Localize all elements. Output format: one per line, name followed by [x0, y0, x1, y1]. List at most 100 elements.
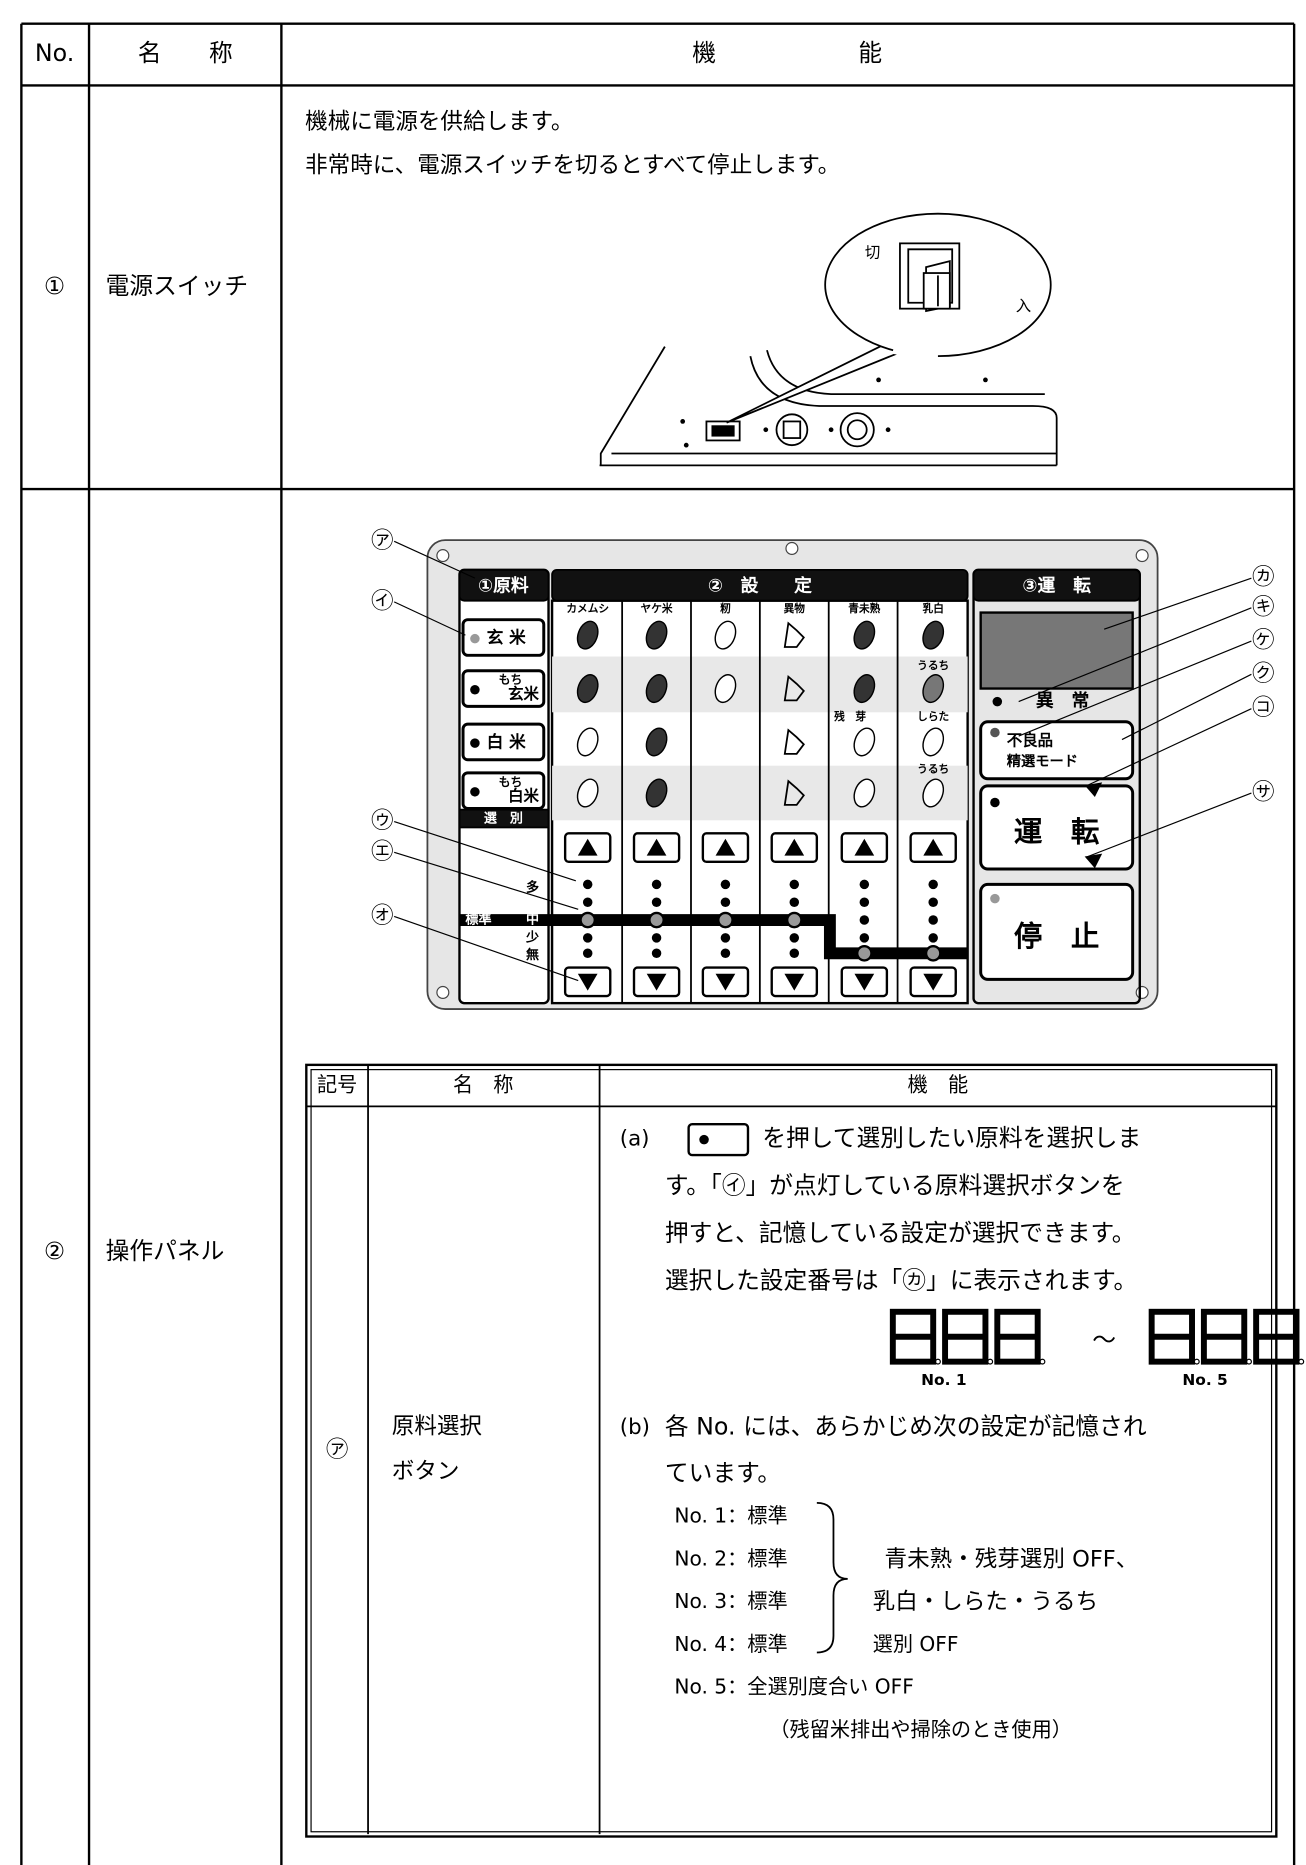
grain [576, 778, 599, 808]
material-button [461, 771, 546, 810]
inner-table [310, 1069, 1273, 1833]
standard-line [459, 914, 968, 960]
outlet [775, 413, 809, 447]
mode-button [979, 720, 1135, 781]
material-label: 玄 米 [487, 627, 526, 647]
level-dot [651, 948, 662, 959]
indicator [699, 1134, 709, 1145]
item-label: (b) [620, 1415, 650, 1440]
level-dot [789, 948, 800, 959]
screw [1135, 549, 1149, 563]
column-label: ヤケ米 [641, 602, 673, 615]
header-cell: 記号 [317, 1073, 357, 1097]
run-button [979, 784, 1135, 871]
level-dot [582, 933, 593, 943]
level-dot [651, 897, 662, 907]
grain [576, 620, 599, 650]
callout: ㋔ [371, 903, 394, 929]
leader-arrow [1084, 782, 1103, 797]
brace [816, 1502, 848, 1654]
screw [1135, 985, 1149, 999]
illustration [749, 355, 1058, 466]
grain [645, 727, 668, 757]
level-dot [928, 879, 938, 890]
grain [853, 620, 876, 650]
indicator [470, 738, 480, 748]
grain [783, 674, 805, 702]
seven-segment [1193, 1358, 1200, 1365]
section-header [972, 568, 1141, 602]
callout: ㋗ [1252, 661, 1275, 687]
dot [983, 377, 988, 383]
header-cell: 機 能 [692, 39, 882, 67]
list-item: No. 5：全選別度合い OFF [674, 1675, 913, 1699]
outlet [846, 419, 868, 441]
level-dot [789, 933, 800, 943]
leader-line [1103, 577, 1252, 630]
screw [436, 985, 450, 999]
level-dot [859, 933, 870, 943]
leader-line [1121, 673, 1252, 741]
illustration [599, 346, 666, 466]
header-cell: 名 称 [138, 39, 233, 67]
material-label: 玄米 [508, 684, 539, 703]
description: 機械に電源を供給します。 [305, 109, 573, 135]
list-item: No. 4：標準 [674, 1632, 787, 1656]
dot [763, 427, 769, 433]
list-item: No. 3：標準 [674, 1589, 787, 1613]
seven-segment [1039, 1358, 1046, 1365]
material-label: 白米 [508, 786, 539, 805]
screw [436, 549, 450, 563]
switch-label: 切 [865, 243, 880, 261]
item-name: ボタン [392, 1459, 460, 1485]
sub-label: うるち [917, 659, 949, 672]
grain [714, 620, 737, 650]
row-number: ② [44, 1237, 65, 1265]
caption: No. 1 [921, 1371, 966, 1389]
button-label: 運 転 [1014, 815, 1100, 848]
item-name: 原料選択 [392, 1413, 483, 1439]
description: 非常時に、電源スイッチを切るとすべて停止します。 [305, 153, 840, 179]
callout: ㋚ [1252, 780, 1275, 806]
indicator [470, 684, 480, 695]
seven-segment [1246, 1358, 1252, 1365]
screw [785, 541, 799, 555]
level-dot [928, 897, 938, 907]
level-label: 多 [526, 879, 539, 895]
list-item: No. 1：標準 [674, 1504, 787, 1528]
level-dot [717, 911, 734, 929]
section-header [458, 568, 550, 602]
selection-bar [458, 808, 550, 829]
callout-bubble [892, 349, 938, 359]
leader-line [1018, 640, 1252, 737]
indicator [470, 633, 480, 644]
callout: ㋑ [371, 588, 394, 614]
level-dot [648, 911, 665, 929]
level-dot [720, 879, 731, 890]
up-arrow [577, 838, 598, 856]
error-label: 異 常 [1036, 690, 1089, 712]
column-label: 乳白 [923, 602, 944, 615]
seven-segment [934, 1358, 941, 1365]
down-arrow [646, 973, 667, 991]
up-arrow [854, 838, 875, 856]
leader-line [393, 915, 579, 982]
level-dot [856, 944, 873, 962]
grain [783, 779, 805, 806]
down-arrow [715, 973, 736, 991]
grain [922, 674, 945, 704]
down-arrow [854, 973, 875, 991]
caption: No. 5 [1182, 1371, 1227, 1389]
sub-label: しらた [917, 710, 949, 723]
button-icon [687, 1123, 750, 1157]
indicator [990, 893, 1000, 904]
grain [853, 674, 876, 704]
dot [876, 377, 881, 383]
material-button [461, 722, 546, 762]
dot [885, 427, 891, 433]
up-arrow [646, 838, 667, 856]
grain [645, 674, 668, 704]
sub-label: うるち [917, 762, 949, 775]
switch-rocker [922, 272, 951, 310]
